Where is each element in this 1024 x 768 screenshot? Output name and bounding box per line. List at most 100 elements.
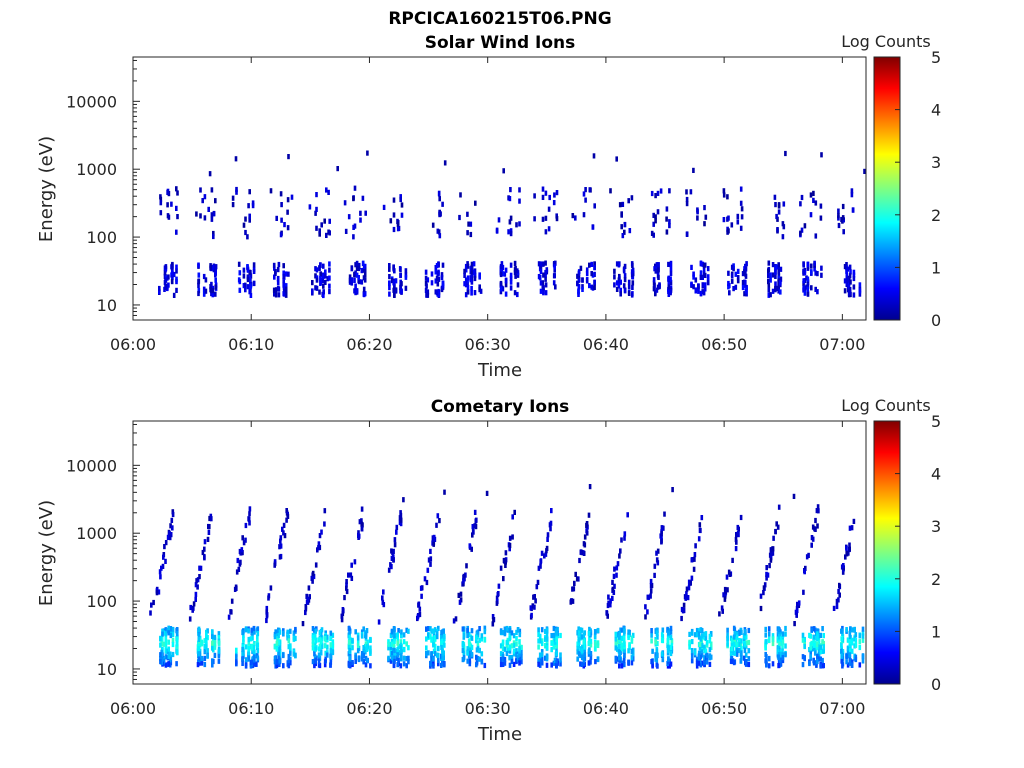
spectrogram-cell xyxy=(732,625,736,631)
spectrogram-cell xyxy=(284,292,288,298)
spectrogram-cell xyxy=(242,267,246,273)
spectrogram-cell xyxy=(840,653,843,659)
spectrogram-cell xyxy=(269,585,273,591)
spectrogram-cell xyxy=(217,658,221,664)
spectrogram-cell xyxy=(164,264,168,270)
spectrogram-cell xyxy=(390,638,394,644)
spectrogram-cell xyxy=(577,283,581,290)
spectrogram-cell xyxy=(405,641,408,647)
spectrogram-cell xyxy=(328,261,331,267)
spectrogram-cell xyxy=(318,289,321,295)
spectrogram-cell xyxy=(812,190,815,196)
spectrogram-cell xyxy=(172,292,176,298)
spectrogram-cell xyxy=(613,268,616,274)
spectrogram-cell xyxy=(277,646,280,652)
spectrogram-cell xyxy=(744,659,748,665)
spectrogram-cell xyxy=(164,631,168,637)
spectrogram-cell xyxy=(352,224,355,230)
spectrogram-cell xyxy=(657,262,660,268)
spectrogram-cell xyxy=(769,272,772,278)
spectrogram-cell xyxy=(393,542,397,548)
spectrogram-cell xyxy=(622,657,626,664)
spectrogram-cell xyxy=(311,570,315,576)
spectrogram-cell xyxy=(355,272,359,278)
spectrogram-cell xyxy=(555,190,559,196)
spectrogram-cell xyxy=(692,274,695,280)
spectrogram-cell xyxy=(616,646,619,652)
spectrogram-cell xyxy=(361,260,365,266)
spectrogram-cell xyxy=(696,215,699,221)
spectrogram-cell xyxy=(206,536,210,542)
spectrogram-cell xyxy=(779,652,783,658)
spectrogram-cell xyxy=(468,543,472,549)
colorbar-tick-label: 4 xyxy=(931,465,941,484)
spectrogram-cell xyxy=(739,641,743,647)
spectrogram-cell xyxy=(615,261,619,267)
spectrogram-cell xyxy=(544,628,547,635)
spectrogram-cell xyxy=(732,642,736,648)
spectrogram-cell xyxy=(596,656,600,663)
spectrogram-cell xyxy=(396,652,399,658)
spectrogram-cell xyxy=(819,649,822,655)
spectrogram-cell xyxy=(784,652,787,658)
spectrogram-cell xyxy=(549,520,553,526)
spectrogram-cell xyxy=(576,280,579,286)
spectrogram-cell xyxy=(644,604,647,610)
spectrogram-cell xyxy=(204,288,208,294)
spectrogram-cell xyxy=(814,270,817,276)
spectrogram-cell xyxy=(399,196,402,203)
spectrogram-cell xyxy=(703,262,707,268)
spectrogram-cell xyxy=(727,215,730,221)
spectrogram-cell xyxy=(214,270,217,276)
spectrogram-cell xyxy=(307,585,311,591)
spectrogram-cell xyxy=(347,572,350,578)
spectrogram-cell xyxy=(552,625,556,632)
spectrogram-cell xyxy=(315,225,318,231)
spectrogram-cell xyxy=(432,656,435,662)
spectrogram-cell xyxy=(211,662,214,668)
spectrogram-cell xyxy=(277,292,281,298)
spectrogram-cell xyxy=(252,280,256,287)
spectrogram-cell xyxy=(730,264,734,270)
spectrogram-cell xyxy=(240,547,244,553)
spectrogram-cell xyxy=(287,638,291,644)
spectrogram-cell xyxy=(430,271,434,277)
spectrogram-cell xyxy=(623,287,627,293)
spectrogram-cell xyxy=(806,261,810,267)
spectrogram-cell xyxy=(816,504,820,510)
spectrogram-cell xyxy=(399,510,402,516)
spectrogram-cell xyxy=(652,212,655,218)
spectrogram-cell xyxy=(276,280,280,286)
spectrogram-cell xyxy=(537,657,540,663)
spectrogram-cell xyxy=(623,535,626,541)
spectrogram-cell xyxy=(695,660,699,666)
spectrogram-cell xyxy=(847,280,851,286)
spectrogram-cell xyxy=(808,647,811,653)
spectrogram-cell xyxy=(438,233,442,239)
spectrogram-cell xyxy=(593,633,597,639)
spectrogram-cell xyxy=(730,656,734,662)
spectrogram-cell xyxy=(545,662,549,668)
spectrogram-cell xyxy=(194,596,197,602)
spectrogram-cell xyxy=(164,285,168,291)
spectrogram-cell xyxy=(404,268,408,274)
spectrogram-cell xyxy=(314,210,317,216)
spectrogram-cell xyxy=(199,187,202,193)
spectrogram-cell xyxy=(203,215,207,221)
spectrogram-cell xyxy=(328,283,331,289)
spectrogram-cell xyxy=(463,268,466,274)
spectrogram-cell xyxy=(357,262,361,269)
spectrogram-cell xyxy=(762,590,765,596)
spectrogram-cell xyxy=(743,291,746,297)
spectrogram-cell xyxy=(544,215,548,221)
spectrogram-cell xyxy=(314,638,317,644)
spectrogram-cell xyxy=(544,551,548,557)
spectrogram-cell xyxy=(210,291,213,297)
spectrogram-cell xyxy=(846,662,850,668)
spectrogram-cell xyxy=(475,662,478,668)
spectrogram-cell xyxy=(740,655,743,661)
spectrogram-cell xyxy=(571,598,575,604)
spectrogram-cell xyxy=(471,532,474,538)
spectrogram-cell xyxy=(541,186,545,192)
spectrogram-cell xyxy=(253,649,256,655)
